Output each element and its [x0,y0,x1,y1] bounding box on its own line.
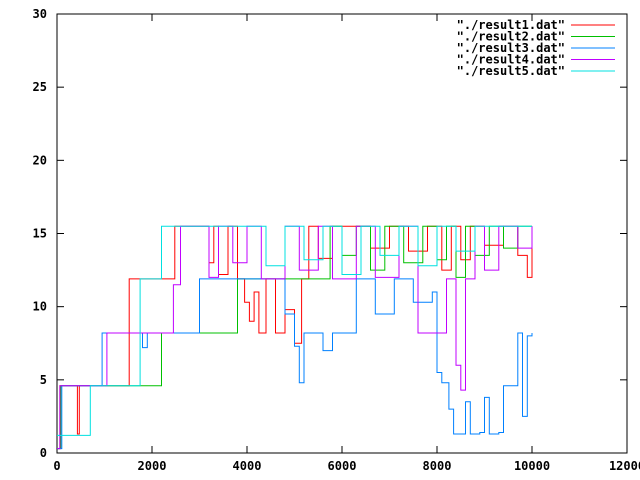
x-tick-label-4: 8000 [423,459,452,473]
legend-label-1: "./result1.dat" [457,18,565,32]
x-tick-label-1: 2000 [138,459,167,473]
y-tick-label-0: 0 [40,446,47,460]
legend-label-2: "./result2.dat" [457,30,565,44]
y-tick-label-4: 20 [33,153,47,167]
x-tick-label-2: 4000 [233,459,262,473]
x-tick-label-5: 10000 [514,459,550,473]
legend-label-3: "./result3.dat" [457,41,565,55]
x-tick-label-3: 6000 [328,459,357,473]
legend-label-5: "./result5.dat" [457,64,565,78]
y-tick-label-1: 5 [40,373,47,387]
legend: "./result1.dat""./result2.dat""./result3… [457,18,615,78]
series-group [57,225,533,450]
y-tick-label-3: 15 [33,227,47,241]
series-line-4 [57,225,533,450]
series-line-3 [57,278,533,450]
y-tick-label-5: 25 [33,80,47,94]
x-tick-label-0: 0 [53,459,60,473]
series-line-5 [57,225,532,436]
y-tick-label-2: 10 [33,300,47,314]
legend-label-4: "./result4.dat" [457,53,565,67]
series-line-1 [57,225,533,450]
y-tick-label-6: 30 [33,7,47,21]
